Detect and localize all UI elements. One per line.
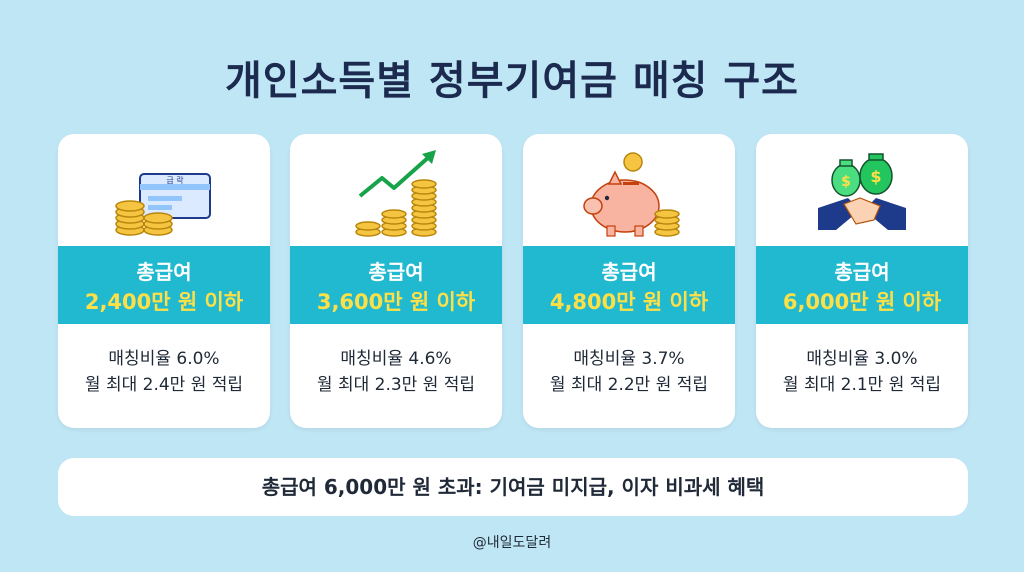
income-threshold: 4,800만 원 이하 — [549, 290, 709, 314]
footer-handle: @내일도달려 — [472, 535, 552, 551]
tier-description-4: 매칭비율 3.0% 월 최대 2.1만 원 적립 — [756, 346, 968, 398]
income-tier-cards: 급 락 총급여 2,400만 원 이하 매칭비율 6.0% — [58, 134, 968, 428]
tier-card-3: 총급여 4,800만 원 이하 매칭비율 3.7% 월 최대 2.2만 원 적립 — [523, 134, 735, 428]
excess-income-note: 총급여 6,000만 원 초과: 기여금 미지급, 이자 비과세 혜택 — [58, 458, 968, 516]
monthly-max: 월 최대 2.3만 원 적립 — [316, 375, 476, 395]
income-threshold: 6,000만 원 이하 — [782, 290, 942, 314]
growth-arrow-coins-icon — [290, 134, 502, 246]
tier-description-3: 매칭비율 3.7% 월 최대 2.2만 원 적립 — [523, 346, 735, 398]
band-label: 총급여 — [834, 260, 890, 284]
matching-rate: 매칭비율 3.0% — [806, 349, 918, 369]
tier-card-1: 급 락 총급여 2,400만 원 이하 매칭비율 6.0% — [58, 134, 270, 428]
matching-rate: 매칭비율 3.7% — [573, 349, 685, 369]
salary-card-coins-icon: 급 락 — [58, 134, 270, 246]
handshake-money-bags-icon: $ $ — [756, 134, 968, 246]
piggy-bank-icon — [523, 134, 735, 246]
tier-card-2: 총급여 3,600만 원 이하 매칭비율 4.6% 월 최대 2.3만 원 적립 — [290, 134, 502, 428]
tier-band-4: 총급여 6,000만 원 이하 — [756, 246, 968, 324]
tier-band-1: 총급여 2,400만 원 이하 — [58, 246, 270, 324]
page-title: 개인소득별 정부기여금 매칭 구조 — [225, 58, 799, 104]
income-threshold: 2,400만 원 이하 — [84, 290, 244, 314]
matching-rate: 매칭비율 4.6% — [340, 349, 452, 369]
svg-text:$: $ — [841, 174, 851, 190]
band-label: 총급여 — [601, 260, 657, 284]
band-label: 총급여 — [368, 260, 424, 284]
monthly-max: 월 최대 2.4만 원 적립 — [84, 375, 244, 395]
monthly-max: 월 최대 2.2만 원 적립 — [549, 375, 709, 395]
tier-band-3: 총급여 4,800만 원 이하 — [523, 246, 735, 324]
monthly-max: 월 최대 2.1만 원 적립 — [782, 375, 942, 395]
band-label: 총급여 — [136, 260, 192, 284]
tier-description-1: 매칭비율 6.0% 월 최대 2.4만 원 적립 — [58, 346, 270, 398]
income-threshold: 3,600만 원 이하 — [316, 290, 476, 314]
tier-description-2: 매칭비율 4.6% 월 최대 2.3만 원 적립 — [290, 346, 502, 398]
svg-text:$: $ — [870, 167, 881, 186]
tier-card-4: $ $ 총급여 6,000만 원 이하 매칭비율 3.0% 월 최대 2.1만 … — [756, 134, 968, 428]
matching-rate: 매칭비율 6.0% — [108, 349, 220, 369]
icon-card-text: 급 락 — [166, 175, 184, 185]
tier-band-2: 총급여 3,600만 원 이하 — [290, 246, 502, 324]
